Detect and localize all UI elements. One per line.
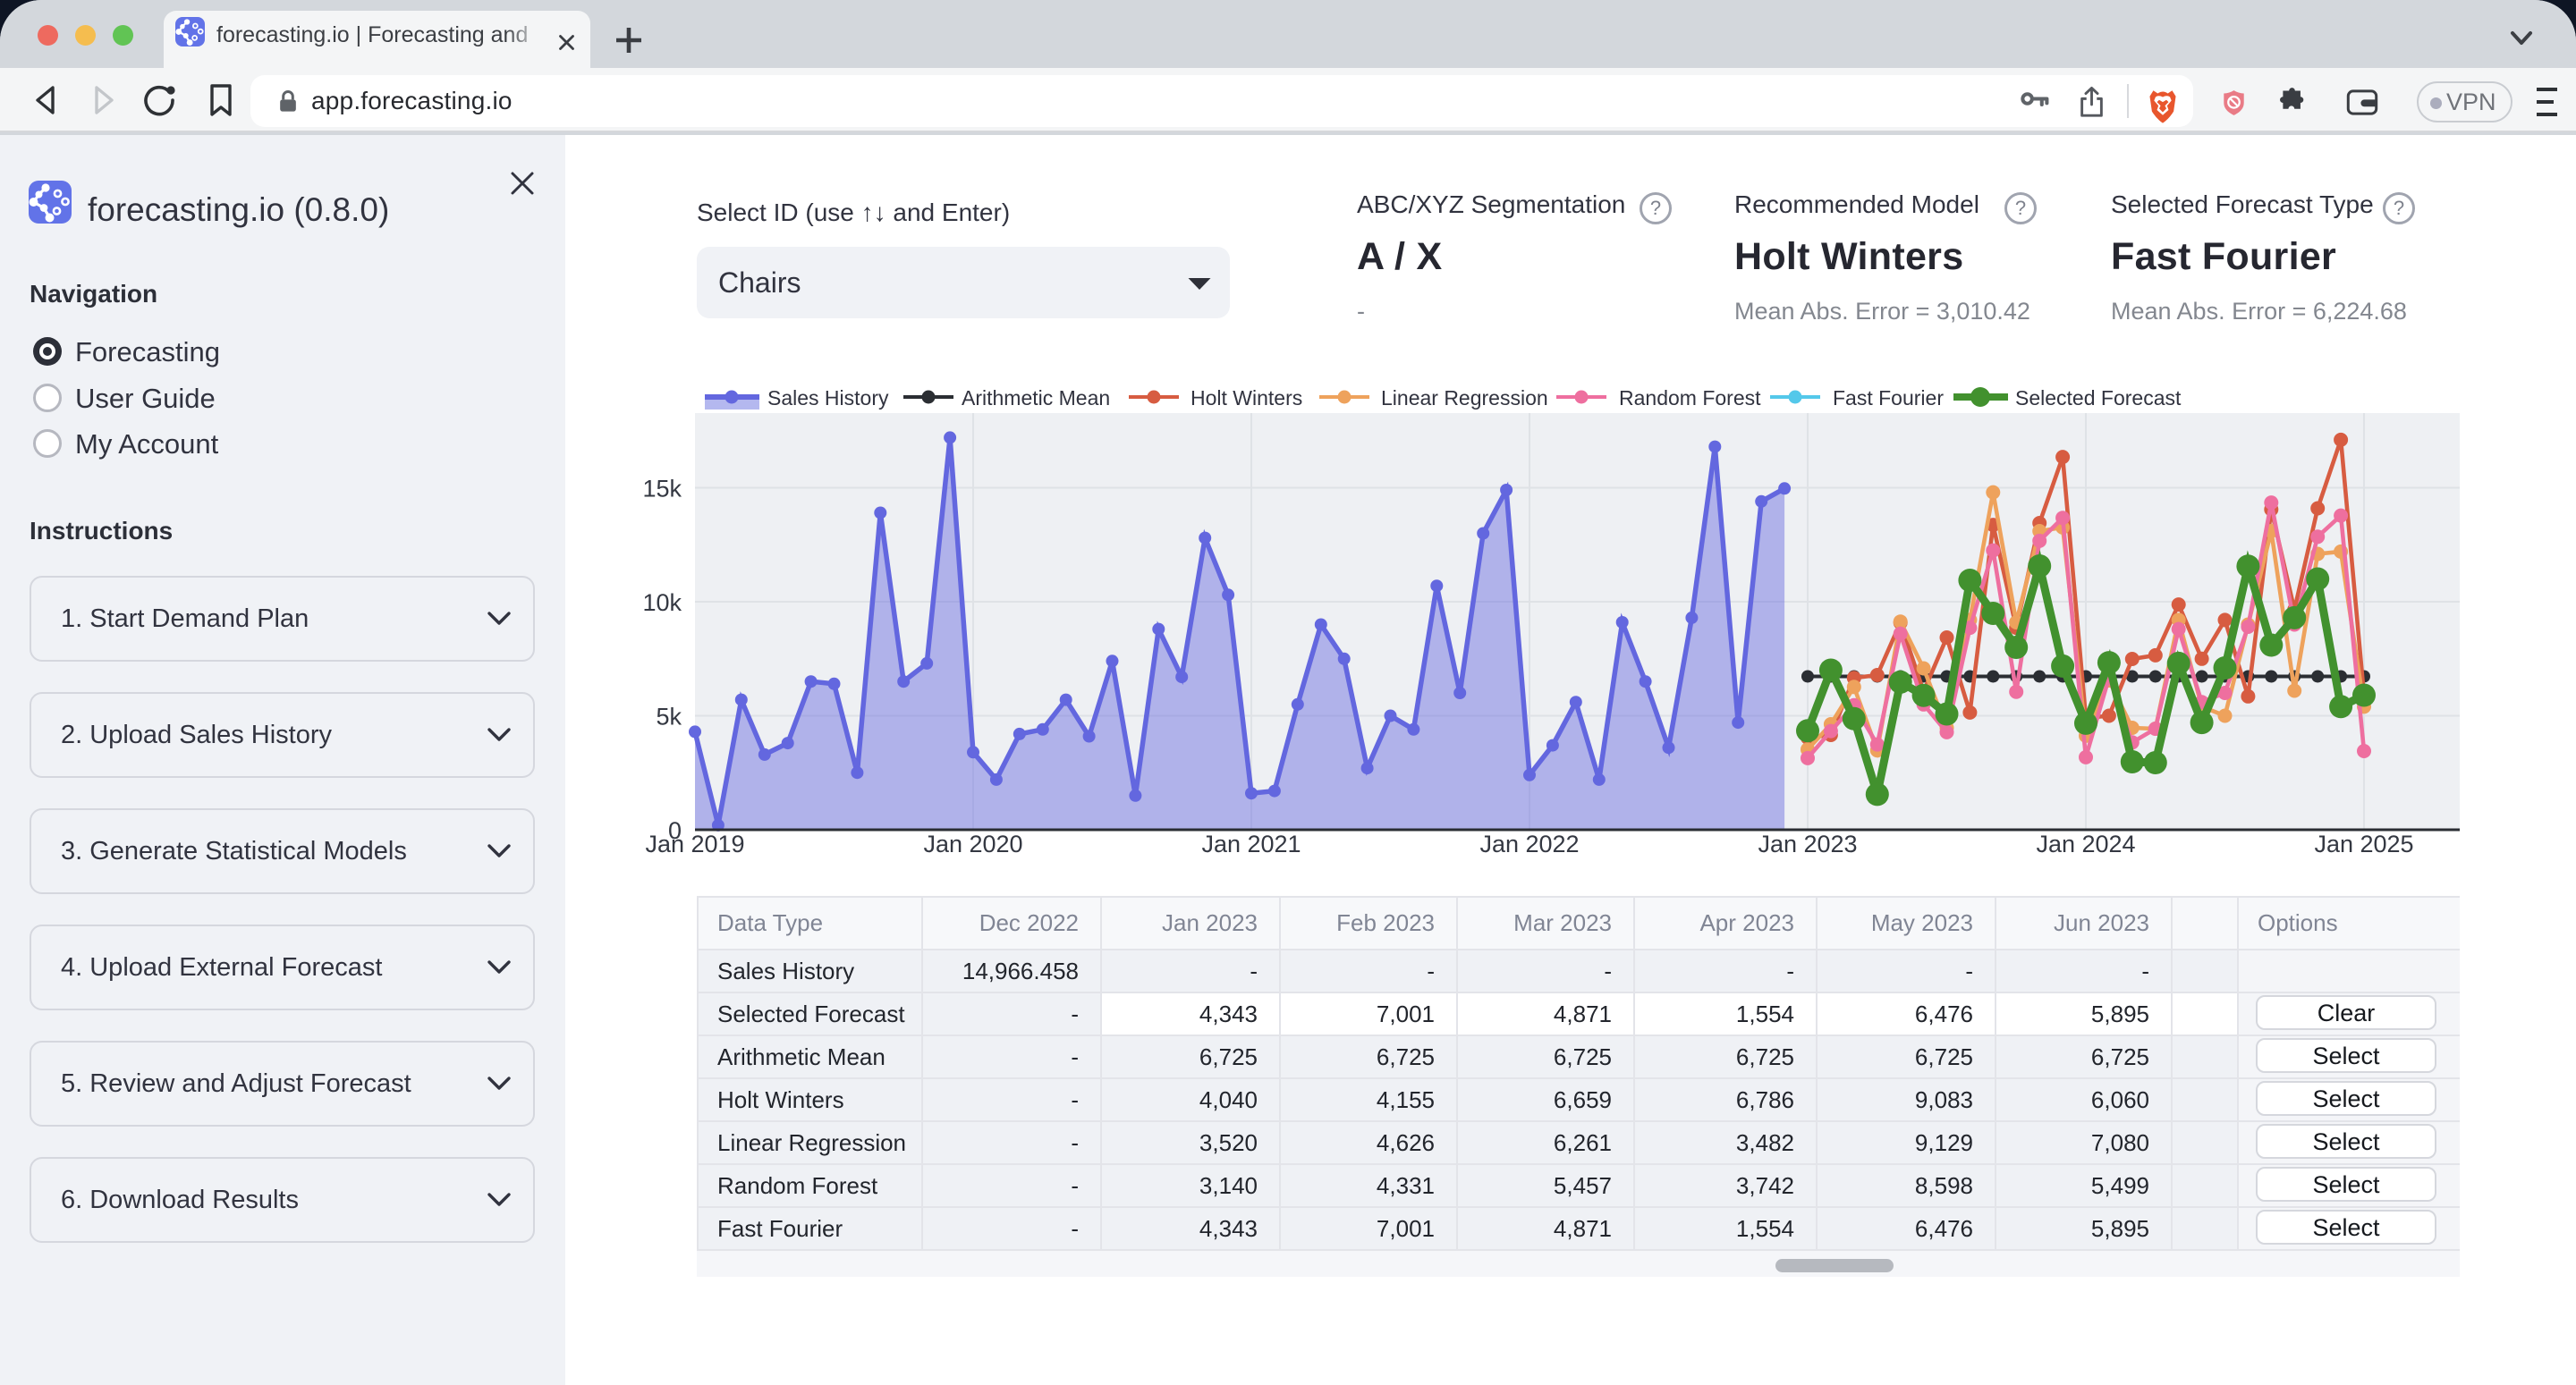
svg-text:Jan 2022: Jan 2022: [1479, 831, 1579, 857]
svg-text:Jan 2019: Jan 2019: [645, 831, 744, 857]
svg-text:Linear Regression: Linear Regression: [1381, 386, 1548, 410]
svg-text:Random Forest: Random Forest: [1619, 386, 1761, 410]
svg-text:Jan 2020: Jan 2020: [923, 831, 1022, 857]
svg-text:Holt Winters: Holt Winters: [1191, 386, 1302, 410]
svg-text:Fast Fourier: Fast Fourier: [1833, 386, 1944, 410]
svg-text:Selected Forecast: Selected Forecast: [2015, 386, 2182, 410]
svg-text:Jan 2025: Jan 2025: [2314, 831, 2413, 857]
svg-text:?: ?: [1650, 197, 1661, 219]
svg-text:5k: 5k: [656, 704, 682, 731]
svg-text:0: 0: [668, 817, 682, 844]
svg-text:Jan 2023: Jan 2023: [1758, 831, 1857, 857]
svg-text:Arithmetic Mean: Arithmetic Mean: [962, 386, 1110, 410]
svg-text:10k: 10k: [642, 589, 682, 616]
svg-text:Jan 2024: Jan 2024: [2036, 831, 2135, 857]
svg-text:?: ?: [2015, 197, 2026, 219]
svg-text:Sales History: Sales History: [767, 386, 889, 410]
svg-text:15k: 15k: [642, 476, 682, 502]
svg-text:Jan 2021: Jan 2021: [1201, 831, 1301, 857]
svg-text:?: ?: [2394, 197, 2404, 219]
